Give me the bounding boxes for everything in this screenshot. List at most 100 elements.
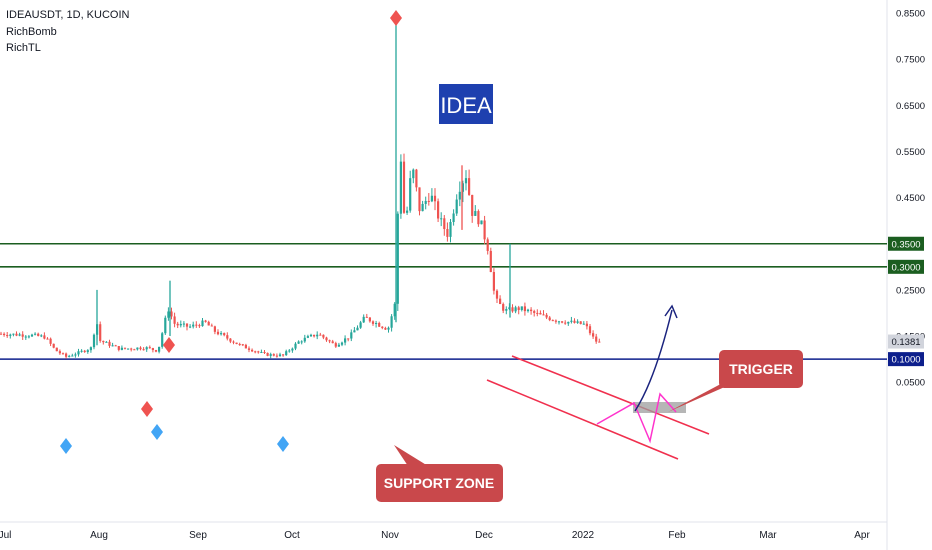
candle — [347, 338, 350, 342]
candle — [502, 302, 505, 314]
title-badge[interactable]: IDEA — [439, 84, 493, 124]
candle — [18, 332, 21, 337]
candle — [579, 321, 582, 325]
candle — [148, 345, 151, 349]
trigger-callout[interactable]: TRIGGER — [668, 350, 803, 412]
time-tick-label: Apr — [854, 530, 870, 541]
candle — [511, 304, 514, 313]
candle — [486, 237, 489, 255]
candle — [241, 343, 244, 347]
candle — [325, 336, 328, 342]
candle — [263, 350, 266, 354]
candle — [495, 289, 499, 304]
candle — [427, 193, 430, 206]
candle — [570, 316, 573, 324]
candlesticks — [0, 17, 601, 359]
candle — [533, 309, 536, 317]
candle — [378, 321, 381, 328]
candle — [294, 342, 297, 351]
title-badge-text: IDEA — [440, 93, 492, 118]
candle — [353, 327, 356, 333]
indicator-richtl[interactable]: RichTL — [6, 42, 41, 54]
candle — [24, 335, 27, 340]
candle — [164, 315, 167, 335]
breakout-arrow[interactable] — [634, 304, 678, 412]
candle — [15, 331, 18, 337]
candle — [567, 321, 570, 326]
candle — [34, 332, 37, 336]
candle — [505, 306, 508, 315]
price-tick-label: 0.0500 — [896, 378, 925, 389]
trigger-label: TRIGGER — [729, 361, 793, 377]
candle — [455, 194, 458, 216]
candle — [151, 347, 154, 353]
candle — [381, 326, 384, 330]
candle — [471, 194, 474, 223]
candle — [595, 333, 598, 344]
candle — [399, 154, 402, 219]
candle — [102, 340, 105, 345]
candle — [21, 331, 24, 340]
candle — [554, 319, 557, 324]
candle — [244, 343, 247, 349]
candle — [449, 218, 452, 243]
candle — [260, 349, 263, 354]
candle — [58, 349, 61, 355]
candle — [409, 170, 412, 213]
candle — [139, 346, 142, 351]
candle — [167, 307, 170, 321]
candle — [176, 321, 179, 329]
candle — [561, 321, 564, 324]
candle — [437, 198, 440, 223]
candle — [12, 333, 15, 337]
candle — [74, 352, 77, 358]
candle — [362, 314, 365, 323]
candle — [182, 321, 185, 328]
candle — [269, 352, 272, 359]
candle — [71, 353, 74, 357]
candle — [523, 302, 526, 316]
indicator-richbomb[interactable]: RichBomb — [6, 26, 57, 38]
candle — [120, 345, 123, 351]
price-tick-label: 0.8500 — [896, 9, 925, 20]
candle — [9, 333, 12, 339]
candle — [254, 350, 257, 354]
candle — [247, 346, 251, 353]
candle — [415, 168, 418, 192]
candle — [282, 354, 285, 357]
time-axis: Jul Aug Sep Oct Nov Dec 2022 Feb Mar Apr — [0, 530, 870, 541]
candle — [526, 308, 530, 313]
trigger-box[interactable] — [633, 402, 686, 413]
candle — [55, 347, 58, 352]
candle — [514, 305, 517, 314]
candle — [418, 187, 421, 216]
time-tick-label: 2022 — [572, 530, 595, 541]
candle — [337, 342, 340, 347]
candle — [99, 321, 102, 343]
projection-path[interactable] — [596, 392, 677, 444]
candle — [557, 320, 561, 325]
candle — [517, 305, 520, 315]
support-zone-callout[interactable]: SUPPORT ZONE — [376, 445, 503, 502]
descending-channel[interactable] — [486, 355, 710, 460]
candle — [458, 181, 461, 207]
time-tick-label: Aug — [90, 530, 108, 541]
candle — [216, 329, 220, 336]
candle — [492, 268, 495, 295]
candle — [117, 345, 120, 352]
symbol-legend[interactable]: IDEAUSDT, 1D, KUCOIN — [6, 9, 130, 21]
time-tick-label: Oct — [284, 530, 300, 541]
candle — [539, 310, 542, 315]
candle — [105, 341, 108, 343]
candle — [371, 320, 375, 326]
candle — [130, 347, 133, 352]
candle — [27, 334, 30, 339]
candle — [300, 340, 303, 345]
candle — [433, 188, 437, 211]
candle — [598, 338, 601, 343]
candle — [390, 314, 393, 332]
price-tag: 0.3000 — [888, 259, 924, 274]
price-tag: 0.3500 — [888, 236, 924, 251]
candle — [43, 332, 46, 340]
